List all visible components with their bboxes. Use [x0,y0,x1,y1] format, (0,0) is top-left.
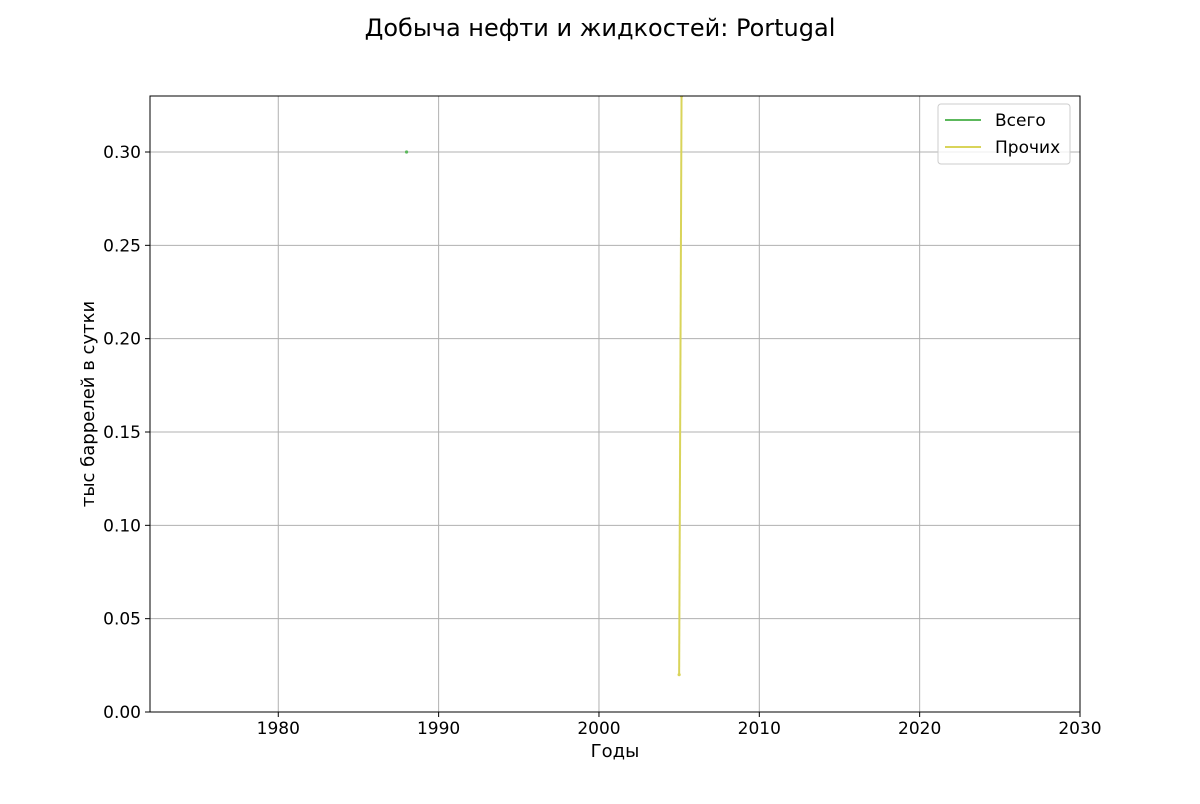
x-axis-label: Годы [591,741,640,762]
grid-lines [150,96,1081,713]
chart-legend: Всего Прочих [937,103,1071,165]
x-tick-label: 2020 [898,719,941,739]
y-axis-label: тыс баррелей в сутки [78,301,99,507]
y-tick-label: 0.30 [103,143,141,163]
chart-title: Добыча нефти и жидкостей: Portugal [365,14,836,42]
y-axis-ticks: 0.00 0.05 0.10 0.15 0.20 0.25 0.30 [103,143,150,723]
x-tick-label: 2000 [577,719,620,739]
y-tick-label: 0.00 [103,703,141,723]
x-tick-label: 1980 [257,719,300,739]
x-tick-label: 1990 [417,719,460,739]
legend-label: Всего [995,111,1046,131]
y-tick-label: 0.05 [103,610,141,630]
y-tick-label: 0.15 [103,423,141,443]
series-line [678,96,683,675]
data-point [404,150,409,154]
x-axis-ticks: 1980 1990 2000 2010 2020 2030 [257,712,1102,739]
y-tick-label: 0.25 [103,236,141,256]
data-series [404,96,684,677]
x-tick-label: 2010 [738,719,781,739]
x-tick-label: 2030 [1058,719,1101,739]
y-tick-label: 0.20 [103,330,141,350]
legend-label: Прочих [995,138,1060,158]
data-point [677,673,681,677]
y-tick-label: 0.10 [103,516,141,536]
plot-area-frame [149,95,1081,713]
